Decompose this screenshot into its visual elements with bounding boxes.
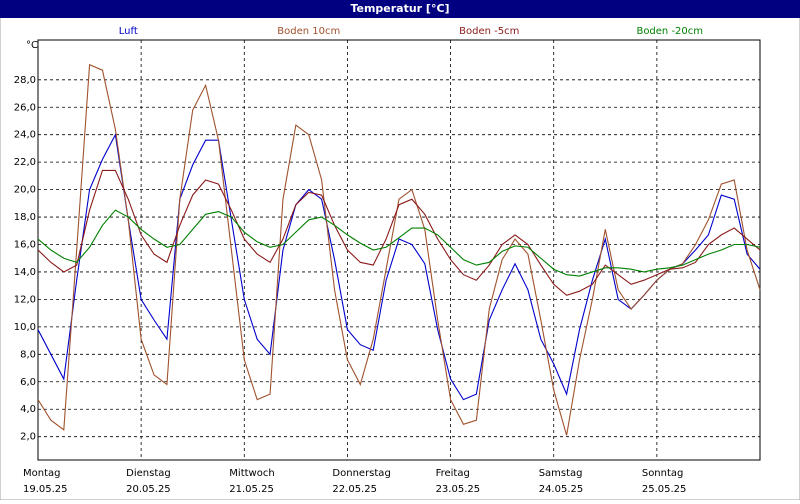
y-unit-label: °C (26, 40, 38, 51)
y-tick-label: 6,0 (20, 377, 36, 388)
x-tick-date: 22.05.25 (332, 484, 377, 495)
y-tick-label: 24,0 (14, 130, 36, 141)
x-tick-label: Donnerstag (332, 468, 390, 479)
x-tick-date: 20.05.25 (126, 484, 171, 495)
title-bar (0, 0, 800, 18)
y-tick-label: 4,0 (20, 404, 36, 415)
x-tick-date: 19.05.25 (23, 484, 68, 495)
y-tick-label: 28,0 (14, 75, 36, 86)
y-tick-label: 22,0 (14, 157, 36, 168)
legend-entry: Boden -5cm (459, 26, 519, 37)
y-tick-label: 8,0 (20, 349, 36, 360)
y-tick-label: 20,0 (14, 185, 36, 196)
y-tick-label: 26,0 (14, 102, 36, 113)
x-tick-label: Sonntag (642, 468, 684, 479)
y-tick-label: 2,0 (20, 432, 36, 443)
legend-entry: Boden -20cm (636, 26, 703, 37)
x-tick-label: Montag (23, 468, 60, 479)
x-tick-date: 21.05.25 (229, 484, 274, 495)
x-tick-date: 25.05.25 (642, 484, 687, 495)
y-tick-label: 18,0 (14, 212, 36, 223)
legend-entry: Luft (119, 26, 138, 37)
y-tick-label: 10,0 (14, 322, 36, 333)
series-line (37, 63, 761, 436)
y-tick-label: 16,0 (14, 240, 36, 251)
legend-entry: Boden 10cm (277, 26, 340, 37)
y-tick-label: 14,0 (14, 267, 36, 278)
chart-title: Temperatur [°C] (350, 2, 449, 15)
x-tick-label: Dienstag (126, 468, 171, 479)
x-tick-label: Freitag (436, 468, 470, 479)
x-tick-date: 24.05.25 (539, 484, 584, 495)
x-tick-label: Mittwoch (229, 468, 274, 479)
x-tick-date: 23.05.25 (436, 484, 481, 495)
series-line (37, 169, 761, 296)
plot-area (37, 39, 761, 461)
y-tick-label: 12,0 (14, 294, 36, 305)
series-line (37, 209, 761, 277)
x-tick-label: Samstag (539, 468, 583, 479)
